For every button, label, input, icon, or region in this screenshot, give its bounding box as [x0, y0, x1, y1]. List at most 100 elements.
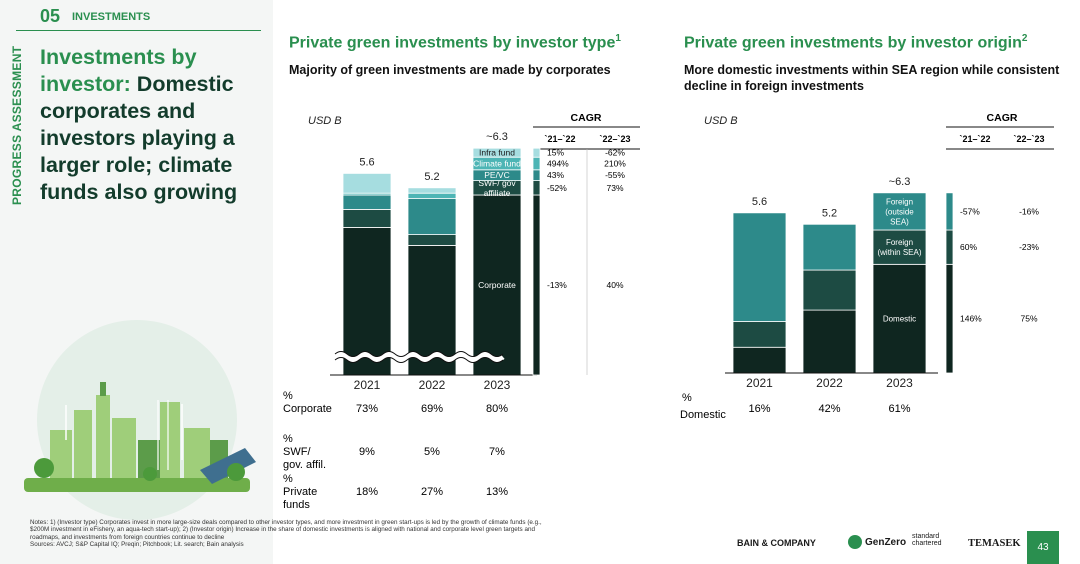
right-chart-subtitle: More domestic investments within SEA reg…: [684, 63, 1060, 93]
cagr-value-21-22-4: 15%: [547, 148, 564, 158]
total-label-2022: 5.2: [424, 171, 439, 183]
cagr-value-21-22-0: -13%: [547, 280, 567, 290]
genzero-icon: [848, 535, 862, 549]
bar-2021-foreign-within-sea-: [732, 321, 787, 348]
city-illustration: [24, 320, 256, 520]
x-tick-2022: 2022: [816, 376, 843, 390]
page-number: 43: [1027, 531, 1059, 564]
segment-label-swf-gov-affiliate: affiliate: [484, 188, 511, 198]
total-label-2021: 5.6: [752, 196, 767, 208]
pct-value-1-2: 7%: [489, 446, 505, 458]
axis-break-white: [333, 352, 505, 362]
pct-row-label-2-2: funds: [283, 499, 310, 511]
pct-value-2-2: 13%: [486, 486, 508, 498]
cagr-color-key-4: [532, 147, 541, 158]
pct-value-0: 16%: [748, 403, 770, 415]
cagr-value-21-22-1: 60%: [960, 242, 977, 252]
left-chart-title-sup: 1: [615, 33, 621, 44]
cagr-value-21-22-1: -52%: [547, 183, 567, 193]
section-number: 05: [40, 6, 61, 26]
pct-row-label-1-1: SWF/: [283, 446, 311, 458]
pct-value-1-0: 9%: [359, 446, 375, 458]
segment-label-foreign-within-sea--1: (within SEA): [877, 248, 921, 257]
logo-temasek: TEMASEK: [968, 538, 1021, 549]
pct-row-label-1-2: gov. affil.: [283, 459, 326, 471]
logo-bain: BAIN & COMPANY: [737, 538, 816, 548]
left-panel: 05 INVESTMENTS PROGRESS ASSESSMENT Inves…: [0, 0, 273, 564]
bar-2023-domestic: [872, 263, 927, 374]
cagr-color-key-1: [532, 180, 541, 196]
bar-2022-foreign-outside-sea-: [802, 223, 857, 271]
cagr-value-22-23-0: 75%: [1020, 314, 1037, 324]
cagr-header: CAGR: [987, 112, 1018, 124]
genzero-text: GenZero: [865, 536, 907, 548]
segment-label-foreign-outside-sea--1: (outside: [885, 207, 914, 216]
pct-value-0-2: 80%: [486, 403, 508, 415]
left-chart-subtitle: Majority of green investments are made b…: [289, 63, 611, 77]
sources-text: Sources: AVCJ; S&P Capital IQ; Preqin; P…: [30, 541, 244, 549]
cagr-value-22-23-4: -62%: [605, 148, 625, 158]
segment-label-pe-vc: PE/VC: [484, 170, 510, 180]
right-chart-unit: USD B: [704, 115, 738, 127]
cagr-value-22-23-1: -23%: [1019, 242, 1039, 252]
cagr-col-1: `21–`22: [959, 134, 990, 144]
bar-2021-swf-gov-affiliate: [342, 209, 392, 228]
total-label-2022: 5.2: [822, 207, 837, 219]
total-label-2023: ~6.3: [486, 131, 508, 143]
pct-value-1: 42%: [818, 403, 840, 415]
cagr-value-21-22-0: 146%: [960, 314, 982, 324]
bar-2022-infra-fund: [407, 187, 457, 194]
cagr-value-22-23-0: 40%: [606, 280, 623, 290]
pct-row-label-1: Domestic: [680, 409, 726, 421]
right-chart-title-text: Private green investments by investor or…: [684, 34, 1022, 52]
cagr-value-22-23-2: -16%: [1019, 206, 1039, 216]
bar-2021-domestic: [732, 346, 787, 374]
cagr-color-key-1: [945, 229, 954, 265]
bar-2022-foreign-within-sea-: [802, 269, 857, 311]
segment-label-swf-gov-affiliate: SWF/ gov: [478, 178, 516, 188]
pct-row-label-2-1: Private: [283, 486, 317, 498]
logo-genzero: GenZero: [848, 535, 906, 549]
pct-value-0-0: 73%: [356, 403, 378, 415]
bar-2023-foreign-within-sea-: [872, 229, 927, 265]
cagr-color-key-3: [532, 156, 541, 171]
left-chart: 5.6 2021 5.2 2022 Corporate SWF/ govaffiliate…: [283, 112, 640, 511]
cagr-col-2: `22–`23: [1013, 134, 1044, 144]
pct-row-label-0-1: Corporate: [283, 403, 332, 415]
segment-label-foreign-within-sea--0: Foreign: [886, 238, 913, 247]
right-chart-title: Private green investments by investor or…: [684, 33, 1027, 52]
pct-row-label-0-0: %: [283, 390, 293, 402]
total-label-2023: ~6.3: [889, 176, 911, 188]
section-name: INVESTMENTS: [72, 11, 151, 23]
left-chart-unit: USD B: [308, 115, 342, 127]
segment-label-foreign-outside-sea--0: Foreign: [886, 197, 913, 206]
notes: Notes: 1) (Investor type) Corporates inv…: [30, 519, 560, 549]
cagr-col-2: `22–`23: [599, 134, 630, 144]
pct-value-2-1: 27%: [421, 486, 443, 498]
x-tick-2022: 2022: [419, 378, 446, 392]
x-tick-2021: 2021: [354, 378, 381, 392]
pct-row-label-1-0: %: [283, 433, 293, 445]
cagr-value-21-22-3: 494%: [547, 159, 569, 169]
section-rule: [16, 30, 261, 31]
segment-label-domestic-0: Domestic: [883, 315, 916, 324]
cagr-value-22-23-2: -55%: [605, 170, 625, 180]
pct-row-label-2-0: %: [283, 473, 293, 485]
total-label-2021: 5.6: [359, 156, 374, 168]
logo-standard-chartered: standard chartered: [912, 533, 964, 547]
cagr-color-key-2: [532, 169, 541, 182]
standard-chartered-text: standard chartered: [912, 533, 942, 547]
x-tick-2023: 2023: [886, 376, 913, 390]
headline-rest: Domestic corporates and investors playin…: [40, 72, 238, 204]
cagr-color-key-0: [532, 194, 541, 376]
segment-label-infra-fund: Infra fund: [479, 148, 515, 158]
pct-value-2: 61%: [888, 403, 910, 415]
pct-value-0-1: 69%: [421, 403, 443, 415]
notes-text: Notes: 1) (Investor type) Corporates inv…: [30, 519, 542, 541]
cagr-value-22-23-3: 210%: [604, 159, 626, 169]
bar-2021-pe-vc: [342, 194, 392, 210]
bar-2023-infra-fund: [472, 147, 522, 158]
cagr-col-1: `21–`22: [544, 134, 575, 144]
x-tick-2023: 2023: [484, 378, 511, 392]
